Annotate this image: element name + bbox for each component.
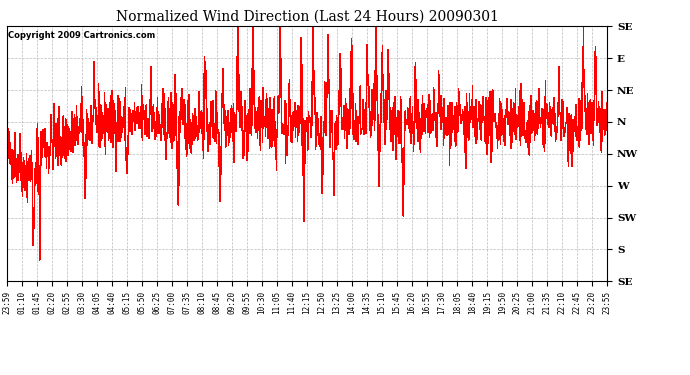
Title: Normalized Wind Direction (Last 24 Hours) 20090301: Normalized Wind Direction (Last 24 Hours… xyxy=(116,10,498,24)
Text: Copyright 2009 Cartronics.com: Copyright 2009 Cartronics.com xyxy=(8,32,155,40)
